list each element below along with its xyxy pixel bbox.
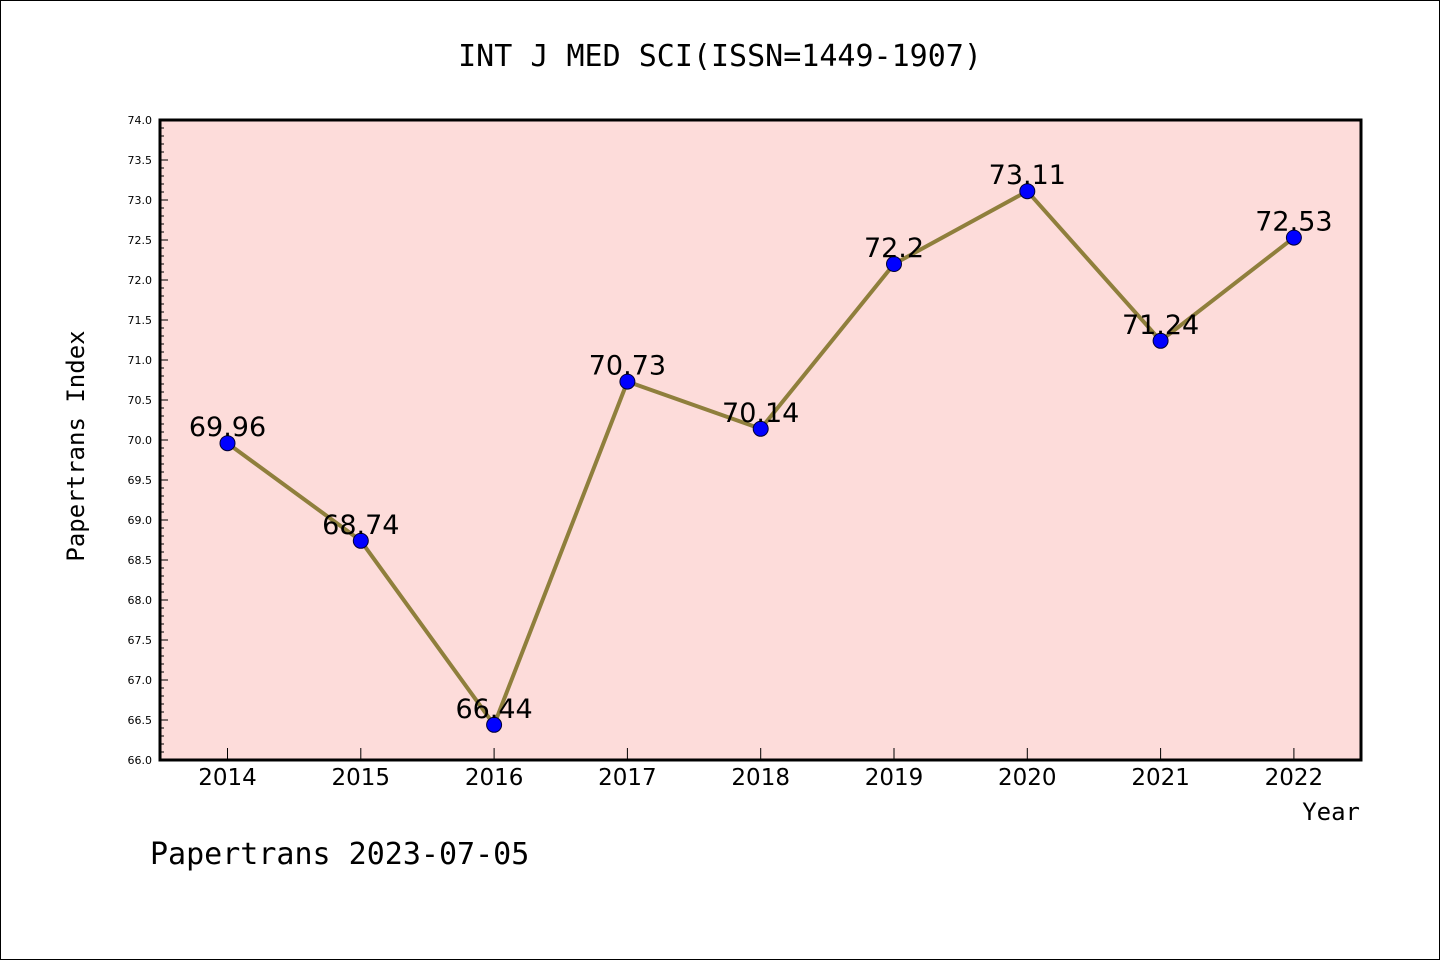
x-tick-label: 2016	[465, 765, 524, 791]
data-label: 72.53	[1255, 207, 1332, 238]
y-tick-label: 67.0	[128, 674, 153, 687]
data-label: 68.74	[322, 510, 399, 541]
plot-area	[160, 120, 1361, 760]
x-tick-label: 2021	[1131, 765, 1190, 791]
x-axis-label: Year	[1302, 798, 1360, 826]
data-label: 72.2	[864, 233, 924, 264]
chart-title: INT J MED SCI(ISSN=1449-1907)	[458, 39, 982, 74]
x-tick-label: 2019	[865, 765, 924, 791]
x-tick-label: 2015	[332, 765, 391, 791]
plot-border	[158, 118, 1363, 762]
y-tick-label: 68.5	[128, 554, 153, 567]
data-point	[1152, 332, 1169, 349]
y-axis: 66.0 66.5 67.0 67.5 68.0 68.5 69.0 69.5 70.0 70.5…	[128, 114, 168, 767]
y-axis-label: Papertrans Index	[62, 330, 90, 561]
x-tick-label: 2022	[1265, 765, 1324, 791]
y-tick-label: 66.5	[128, 714, 153, 727]
data-label: 70.14	[722, 398, 799, 429]
y-tick-label: 69.0	[128, 514, 153, 527]
y-tick-label: 73.0	[128, 194, 153, 207]
y-tick-label: 73.5	[128, 154, 153, 167]
data-label: 69.96	[189, 412, 266, 443]
data-label: 66.44	[455, 694, 532, 725]
y-tick-label: 72.5	[128, 234, 153, 247]
data-point	[352, 532, 369, 549]
y-tick-label: 74.0	[128, 114, 153, 127]
data-label: 71.24	[1122, 310, 1199, 341]
x-tick-label: 2018	[731, 765, 790, 791]
y-tick-label: 71.0	[128, 354, 153, 367]
x-tick-label: 2020	[998, 765, 1057, 791]
data-point	[1019, 183, 1036, 200]
y-tick-label: 66.0	[128, 754, 153, 767]
x-tick-label: 2014	[198, 765, 257, 791]
y-tick-label: 71.5	[128, 314, 153, 327]
x-axis: 2014 2015 2016 2017 2018 2019 2020 2021 2022	[198, 748, 1323, 791]
data-point	[886, 256, 902, 272]
y-tick-label: 70.5	[128, 394, 153, 407]
data-label: 73.11	[989, 160, 1066, 191]
x-tick-label: 2017	[598, 765, 657, 791]
data-point	[752, 420, 769, 437]
data-point	[486, 716, 503, 733]
data-point	[1285, 229, 1302, 246]
y-tick-label: 68.0	[128, 594, 153, 607]
data-point	[219, 435, 236, 452]
data-labels: 69.96 68.74 66.44 70.73 70.14 72.2 73.11 71.24 7…	[189, 160, 1333, 725]
footer-text: Papertrans 2023-07-05	[150, 837, 529, 872]
data-point	[619, 373, 636, 390]
data-label: 70.73	[589, 351, 666, 382]
y-tick-label: 69.5	[128, 474, 153, 487]
y-tick-label: 70.0	[128, 434, 153, 447]
y-tick-label: 72.0	[128, 274, 153, 287]
series-markers	[219, 183, 1302, 733]
y-tick-label: 67.5	[128, 634, 153, 647]
